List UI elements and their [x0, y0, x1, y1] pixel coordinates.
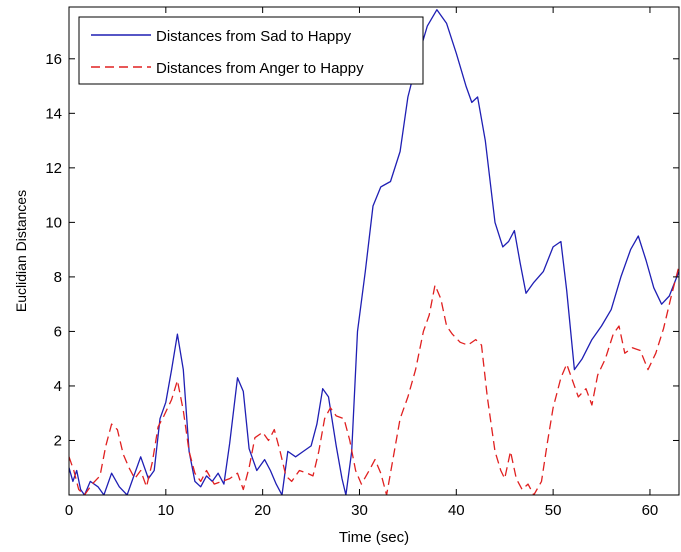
legend-label-anger-to-happy: Distances from Anger to Happy: [156, 60, 364, 77]
x-axis-label: Time (sec): [339, 529, 409, 546]
x-tick-label-10: 10: [157, 502, 174, 519]
y-tick-label-16: 16: [45, 51, 62, 68]
legend: Distances from Sad to Happy Distances fr…: [78, 16, 424, 85]
plot-frame: [68, 6, 680, 496]
x-tick-label-20: 20: [254, 502, 271, 519]
series-line-0: [69, 9, 679, 495]
y-tick-label-4: 4: [54, 378, 62, 395]
series-layer: [69, 9, 679, 495]
series-line-1: [69, 265, 679, 495]
legend-label-sad-to-happy: Distances from Sad to Happy: [156, 28, 352, 45]
y-tick-label-14: 14: [45, 105, 62, 122]
y-tick-label-10: 10: [45, 214, 62, 231]
legend-box: [78, 16, 424, 85]
x-axis-ticks: 0 10 20 30 40 50 60: [65, 7, 658, 519]
x-tick-label-60: 60: [642, 502, 659, 519]
y-tick-label-6: 6: [54, 323, 62, 340]
y-tick-label-12: 12: [45, 160, 62, 177]
y-axis-label: Euclidian Distances: [13, 190, 29, 312]
y-tick-label-8: 8: [54, 269, 62, 286]
x-tick-label-30: 30: [351, 502, 368, 519]
y-tick-label-2: 2: [54, 432, 62, 449]
y-axis-ticks: 2 4 6 8 10 12 14 16: [45, 51, 679, 449]
x-tick-label-0: 0: [65, 502, 73, 519]
x-tick-label-50: 50: [545, 502, 562, 519]
x-tick-label-40: 40: [448, 502, 465, 519]
